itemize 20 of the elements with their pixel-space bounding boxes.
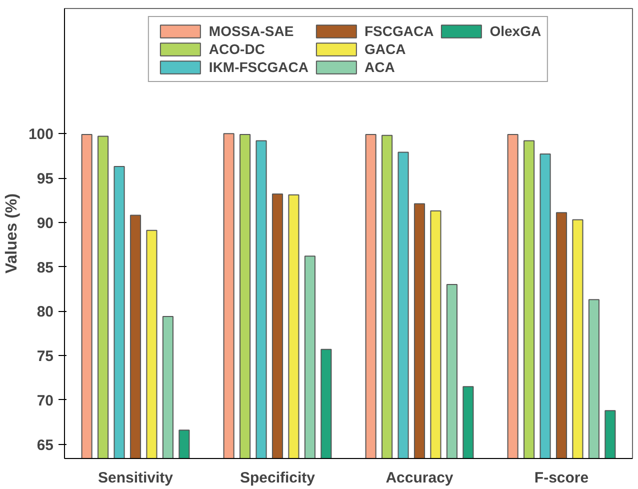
y-tick-label: 75 bbox=[36, 348, 54, 366]
x-tick-label: Specificity bbox=[240, 470, 316, 486]
legend-label: IKM-FSCGACA bbox=[208, 59, 308, 75]
legend-label: GACA bbox=[364, 41, 406, 57]
legend-label: OlexGA bbox=[490, 23, 542, 39]
y-tick-label: 65 bbox=[36, 436, 54, 454]
legend-label: MOSSA-SAE bbox=[208, 23, 294, 39]
x-tick-label: Sensitivity bbox=[98, 470, 174, 486]
legend-label: ACA bbox=[364, 59, 395, 75]
y-tick-label: 80 bbox=[36, 304, 54, 321]
y-tick-label: 95 bbox=[36, 170, 54, 188]
y-tick-label: 100 bbox=[28, 126, 54, 144]
y-tick-label: 85 bbox=[36, 259, 54, 276]
y-tick-label: 90 bbox=[36, 214, 54, 232]
y-tick-label: 70 bbox=[36, 392, 54, 410]
x-tick-label: F-score bbox=[534, 470, 589, 486]
x-tick-label: Accuracy bbox=[386, 470, 454, 486]
legend-label: ACO-DC bbox=[208, 41, 265, 57]
legend-label: FSCGACA bbox=[364, 23, 434, 39]
y-axis-title: Values (%) bbox=[3, 193, 20, 274]
